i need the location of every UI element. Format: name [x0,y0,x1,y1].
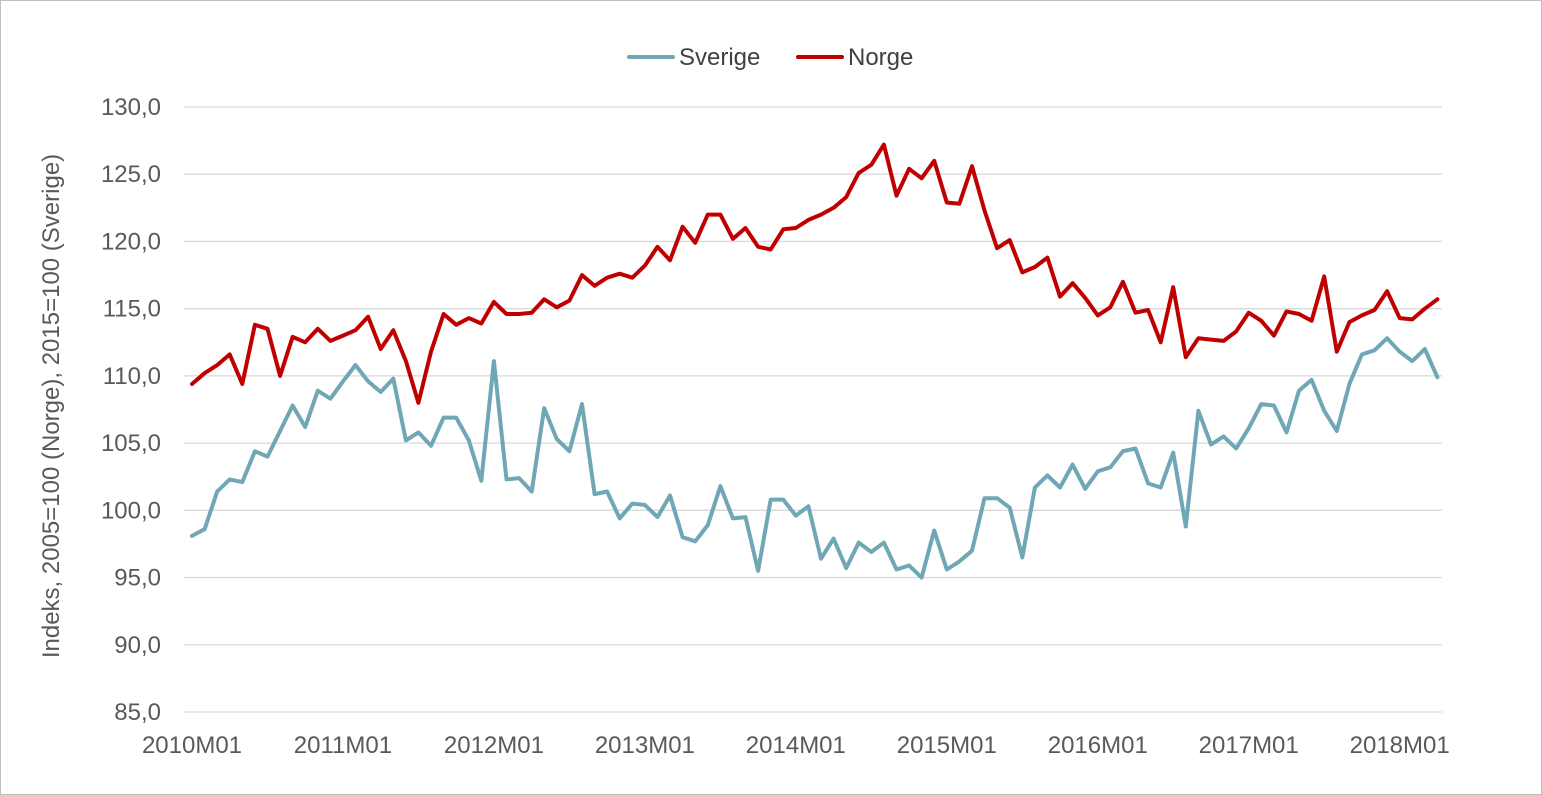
x-tick-label: 2017M01 [1199,732,1299,759]
y-axis-ticks: 85,0 90,0 95,0 100,0 105,0 110,0 115,0 120,0 125… [101,94,161,726]
y-tick-label: 90,0 [114,632,161,659]
y-tick-label: 120,0 [101,228,161,255]
series-line-sverige [190,336,1440,580]
series-lines [190,142,1440,580]
y-tick-label: 100,0 [101,497,161,524]
x-tick-label: 2015M01 [897,732,997,759]
legend-label-sverige: Sverige [679,44,760,71]
y-tick-label: 125,0 [101,161,161,188]
series-line-norge [190,142,1440,405]
y-tick-label: 105,0 [101,430,161,457]
y-tick-label: 85,0 [114,699,161,726]
x-tick-label: 2018M01 [1350,732,1450,759]
x-tick-label: 2013M01 [595,732,695,759]
y-tick-label: 130,0 [101,94,161,121]
x-tick-label: 2016M01 [1048,732,1148,759]
legend-label-norge: Norge [848,44,913,71]
y-tick-label: 110,0 [103,363,161,390]
x-tick-label: 2011M01 [294,732,392,759]
y-tick-label: 115,0 [103,296,161,323]
x-tick-label: 2012M01 [444,732,544,759]
y-axis-label: Indeks, 2005=100 (Norge), 2015=100 (Sver… [38,154,65,658]
x-axis-ticks: 2010M01 2011M01 2012M01 2013M01 2014M01 2015M… [142,732,1450,759]
y-tick-label: 95,0 [114,565,161,592]
gridlines [184,106,1442,713]
x-tick-label: 2010M01 [142,732,242,759]
x-tick-label: 2014M01 [746,732,846,759]
legend: Sverige Norge [627,44,913,71]
